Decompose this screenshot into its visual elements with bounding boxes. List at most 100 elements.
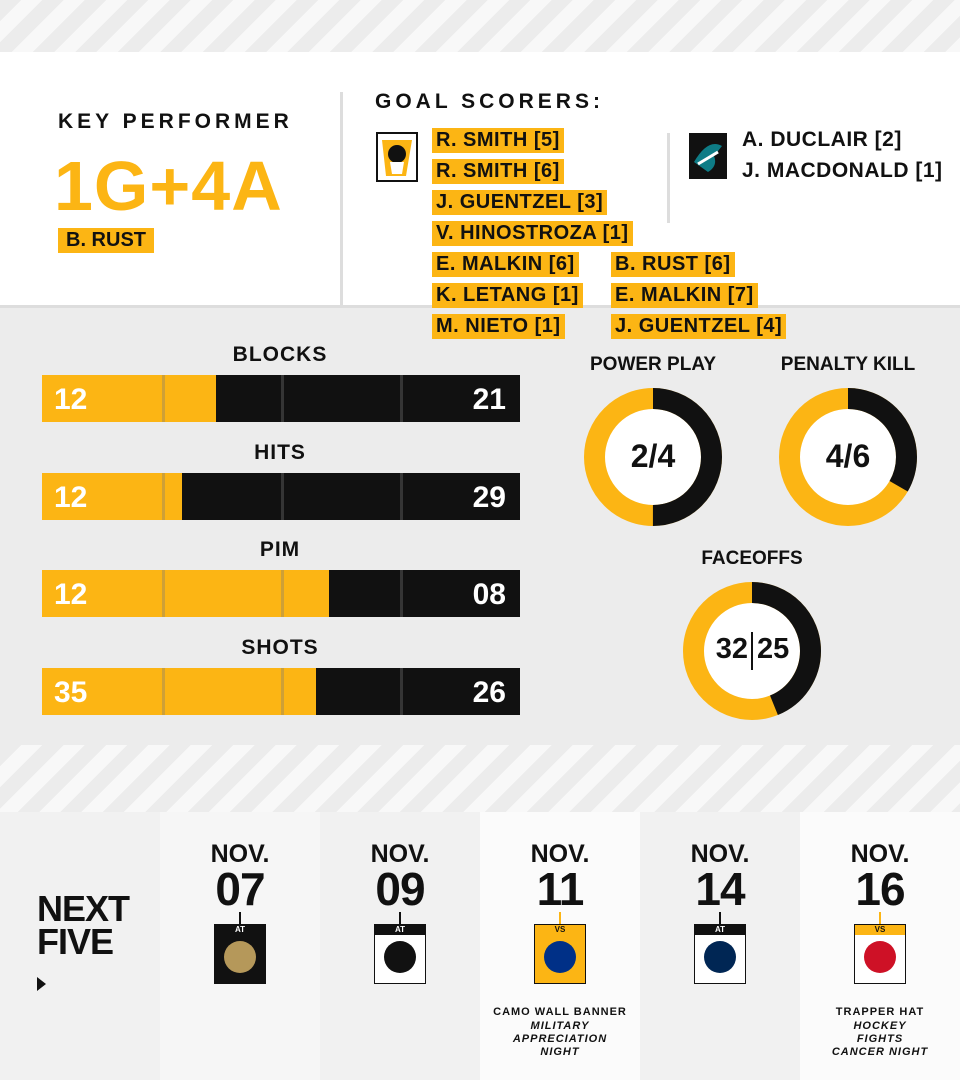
- home-bar: [42, 375, 216, 422]
- home-bar: [42, 570, 329, 617]
- separator: [281, 667, 284, 715]
- away-value: 21: [472, 383, 506, 416]
- game-day: 07: [215, 863, 265, 915]
- donut: [779, 388, 917, 526]
- scorer: J. GUENTZEL [3]: [432, 190, 608, 215]
- arrow: [37, 977, 46, 991]
- game: NOV. 16 VS TRAPPER HAT HOCKEY FIGHTS CANCER …: [800, 812, 960, 1080]
- stat-bar: 35 26: [42, 667, 520, 715]
- tick: [399, 912, 401, 924]
- opponent-logo: AT: [214, 924, 266, 984]
- scorer: A. DUCLAIR [2]: [742, 128, 902, 151]
- next-five-heading: FIVE: [37, 921, 114, 962]
- game: NOV. 11 VS CAMO WALL BANNER MILITARY APPRECI…: [480, 812, 640, 1080]
- away-logo: [689, 133, 727, 179]
- logo-mark: [544, 941, 576, 973]
- donut-label: POWER PLAY: [590, 354, 716, 375]
- scorer: K. LETANG [1]: [432, 283, 583, 308]
- scorer: R. SMITH [5]: [432, 128, 564, 153]
- away-value: 08: [472, 578, 506, 611]
- logo-mark: [704, 941, 736, 973]
- key-performer-heading: KEY PERFORMER: [58, 110, 293, 133]
- donut-value: 2/4: [630, 438, 676, 474]
- venue: AT: [215, 925, 265, 935]
- goal-scorers-heading: GOAL SCORERS:: [375, 90, 604, 113]
- scorer: J. MACDONALD [1]: [742, 159, 943, 182]
- game: NOV. 09 AT: [320, 812, 480, 1080]
- game-day: 09: [375, 863, 425, 915]
- tick: [239, 912, 241, 924]
- divider: [340, 92, 343, 305]
- game-month: NOV.: [850, 840, 910, 868]
- separator: [400, 667, 403, 715]
- scorer: V. HINOSTROZA [1]: [432, 221, 633, 246]
- logo-mark: [384, 941, 416, 973]
- away-arc: [779, 388, 917, 526]
- game-month: NOV.: [530, 840, 590, 868]
- faceoff-divider: [751, 632, 753, 670]
- home-value: 12: [54, 480, 88, 514]
- scorer: E. MALKIN [6]: [432, 252, 579, 277]
- opponent-logo: VS: [534, 924, 586, 984]
- donut-label: PENALTY KILL: [780, 354, 916, 375]
- game-day: 11: [536, 863, 585, 915]
- venue: AT: [695, 925, 745, 935]
- game-month: NOV.: [690, 840, 750, 868]
- donut-label: FACEOFFS: [701, 548, 803, 569]
- separator: [162, 570, 165, 617]
- away-value: 29: [472, 480, 506, 514]
- donut: [584, 388, 722, 526]
- stat-label: SHOTS: [241, 635, 319, 659]
- venue: VS: [535, 925, 585, 935]
- scorer: B. RUST [6]: [611, 252, 735, 277]
- stat-bar: 12 29: [42, 472, 520, 520]
- separator: [162, 472, 165, 520]
- stripe: [0, 0, 960, 52]
- key-player: B. RUST: [58, 228, 154, 253]
- separator: [400, 472, 403, 520]
- scorer: E. MALKIN [7]: [611, 283, 758, 308]
- away-arc: [683, 582, 821, 720]
- promo: CAMO WALL BANNER: [493, 1006, 627, 1018]
- faceoff-home: 32: [715, 633, 748, 665]
- opponent-logo: AT: [374, 924, 426, 984]
- home-logo: [376, 132, 418, 182]
- home-value: 12: [54, 383, 88, 416]
- event: MILITARY APPRECIATION NIGHT: [512, 1020, 608, 1058]
- home-bar: [42, 472, 182, 520]
- separator: [400, 375, 403, 422]
- scorer: R. SMITH [6]: [432, 159, 564, 184]
- divider: [667, 133, 670, 223]
- venue: VS: [855, 925, 905, 935]
- next-five: NEXT FIVE: [0, 812, 160, 1080]
- donut-value: 4/6: [825, 438, 871, 474]
- key-stat: 1G+4A: [54, 147, 283, 225]
- separator: [400, 570, 403, 617]
- stat-label: HITS: [254, 440, 306, 464]
- game: NOV. 14 AT: [640, 812, 800, 1080]
- away-value: 26: [472, 675, 506, 709]
- game-day: 16: [855, 863, 905, 915]
- away-arc: [584, 388, 722, 526]
- separator: [162, 375, 165, 422]
- logo-mark: [864, 941, 896, 973]
- tick: [719, 912, 721, 924]
- opponent-logo: VS: [854, 924, 906, 984]
- home-value: 12: [54, 578, 88, 611]
- stat-bar: 12 21: [42, 375, 520, 422]
- opponent-logo: AT: [694, 924, 746, 984]
- faceoff-away: 25: [757, 633, 790, 665]
- promo: TRAPPER HAT: [835, 1006, 925, 1018]
- stat-bar: 12 08: [42, 570, 520, 617]
- game-day: 14: [695, 863, 745, 915]
- separator: [281, 570, 284, 617]
- home-value: 35: [54, 675, 88, 709]
- scorer: J. GUENTZEL [4]: [611, 314, 787, 339]
- next-five-heading: NEXT: [37, 888, 130, 929]
- game-month: NOV.: [370, 840, 430, 868]
- tick: [559, 912, 561, 924]
- game: NOV. 07 AT: [160, 812, 320, 1080]
- separator: [162, 667, 165, 715]
- separator: [281, 472, 284, 520]
